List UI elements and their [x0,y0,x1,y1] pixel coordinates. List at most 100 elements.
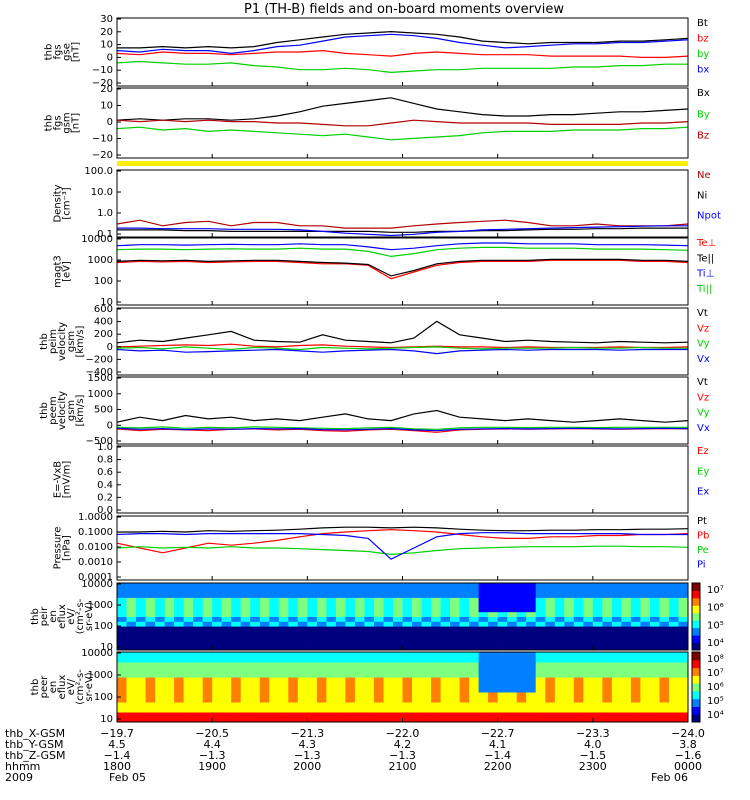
spectrogram-cell [383,630,394,637]
spectrogram-cell [640,630,651,637]
y-axis-label: (cm²-s- [75,669,86,705]
y-axis-label: eV/ [66,608,77,625]
spectrogram-cell [649,672,660,678]
spectrogram-cell [202,626,213,632]
spectrogram-cell [202,630,213,637]
spectrogram-cell [421,611,432,617]
spectrogram-cell [364,606,375,613]
spectrogram-cell [659,662,670,668]
spectrogram-cell [221,616,232,622]
footer-value: −1.3 [294,749,321,762]
y-axis-label: eflux [57,675,68,700]
spectrogram-cell [183,611,194,617]
spectrogram-cell [212,717,223,723]
spectrogram-cell [240,645,251,651]
spectrogram-cell [202,672,213,678]
footer-value: −19.7 [100,727,134,740]
spectrogram-cell [516,702,527,708]
spectrogram-cell [117,587,127,594]
spectrogram-cell [554,630,565,637]
series-line-bx [116,97,689,121]
spectrogram-cell [364,672,375,678]
spectrogram-cell [402,662,413,668]
legend-label: Vx [697,354,710,365]
spectrogram-cell [335,697,346,703]
spectrogram-cell [649,587,660,594]
spectrogram-cell [545,630,556,637]
legend-label: bz [697,34,709,45]
spectrogram-cell [459,677,470,683]
spectrogram-cell [183,583,194,589]
colorbar-frame [691,651,701,723]
spectrogram-cell [640,583,651,589]
spectrogram-cell [164,597,175,603]
colorbar-tick-label: 10⁵ [707,620,724,631]
spectrogram-cell [221,597,232,603]
spectrogram-cell [316,692,327,698]
spectrogram-cell [469,707,480,713]
spectrogram-cell [164,602,175,608]
spectrogram-cell [345,697,356,703]
spectrogram-cell [383,712,394,718]
spectrogram-cell [393,657,403,663]
spectrogram-cell [354,640,365,646]
spectrogram-cell [183,702,194,708]
spectrogram-cell [649,583,660,589]
spectrogram-cell [516,707,527,713]
panel-frame [116,87,689,159]
spectrogram-cell [669,616,679,622]
spectrogram-cell [250,692,261,698]
spectrogram-cell [621,602,632,608]
footer-value: 2200 [484,760,512,773]
spectrogram-cell [383,611,394,617]
spectrogram-cell [307,611,318,617]
y-tick-label: 1000 [88,670,113,681]
spectrogram-cell [678,583,689,589]
spectrogram-cell [431,652,442,658]
spectrogram-cell [554,583,565,589]
spectrogram-cell [307,697,318,703]
spectrogram-cell [145,621,156,627]
spectrogram-cell [478,717,489,723]
spectrogram-cell [630,687,641,693]
spectrogram-cell [611,626,622,632]
spectrogram-cell [316,652,327,658]
spectrogram-cell [564,635,575,641]
y-tick-label: 0 [107,342,113,353]
spectrogram-cell [145,667,156,673]
colorbar-tick-label: 10⁶ [707,682,724,693]
legend-label: Ez [697,446,709,457]
spectrogram-cell [611,682,622,688]
spectrogram-cell [240,640,251,646]
spectrogram-cell [459,682,470,688]
y-axis-label: velocity [57,322,68,361]
spectrogram-cell [412,677,422,683]
spectrogram-cell [507,682,518,688]
spectrogram-cell [507,645,518,651]
spectrogram-cell [202,592,213,598]
colorbar-segment [692,627,700,636]
spectrogram-cell [183,682,194,688]
spectrogram-cell [126,697,137,703]
spectrogram-cell [164,592,175,598]
spectrogram-cell [231,702,242,708]
spectrogram-cell [231,592,242,598]
spectrogram-cell [278,717,289,723]
spectrogram-cell [183,606,194,613]
spectrogram-cell [402,692,413,698]
spectrogram-cell [640,707,651,713]
spectrogram-cell [288,621,299,627]
spectrogram-cell [117,583,127,589]
spectrogram-cell [174,712,185,718]
spectrogram-cell [117,697,127,703]
spectrogram-cell [507,587,518,594]
spectrogram-cell [440,702,451,708]
spectrogram-cell [316,621,327,627]
spectrogram-cell [678,682,689,688]
spectrogram-cell [659,712,670,718]
spectrogram-cell [611,692,622,698]
legend-label: Pe [697,545,709,556]
spectrogram-cell [259,702,270,708]
spectrogram-cell [602,592,613,598]
